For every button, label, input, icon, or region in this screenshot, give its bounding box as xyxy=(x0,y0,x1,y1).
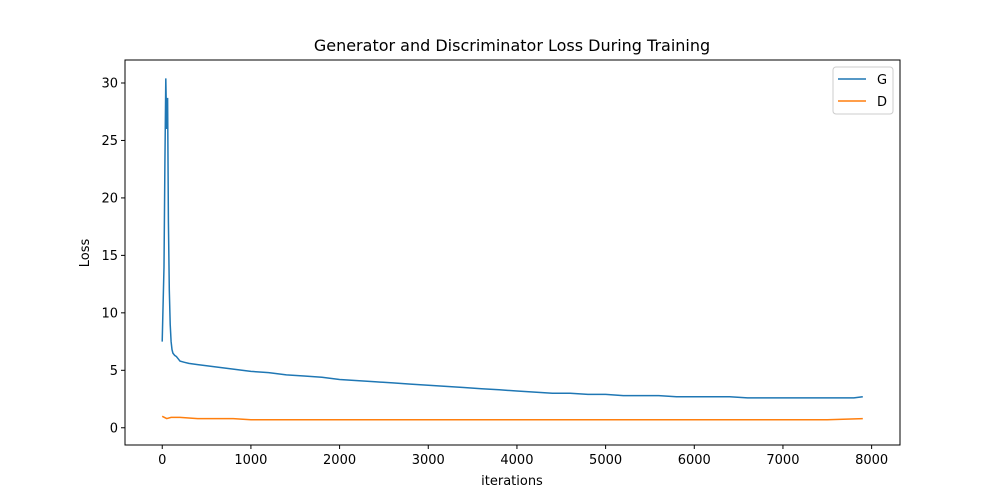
series-line-G xyxy=(161,78,863,399)
y-tick-label: 20 xyxy=(101,191,118,206)
series-layer xyxy=(161,78,863,421)
x-axis: 0 1000 2000 3000 4000 5000 6000 7000 8000 xyxy=(158,445,888,468)
x-tick-label: 5000 xyxy=(589,453,622,468)
x-tick-label: 2000 xyxy=(323,453,356,468)
y-tick-label: 0 xyxy=(110,421,118,436)
legend-label-G: G xyxy=(877,73,887,88)
x-tick-label: 7000 xyxy=(766,453,799,468)
series-line-D xyxy=(161,415,863,421)
y-axis: 0 5 10 15 20 25 30 xyxy=(101,76,125,436)
x-axis-label: iterations xyxy=(481,474,543,489)
y-tick-label: 25 xyxy=(101,134,118,149)
y-tick-label: 5 xyxy=(110,364,118,379)
x-tick-label: 8000 xyxy=(855,453,888,468)
y-tick-label: 15 xyxy=(101,249,118,264)
chart-title: Generator and Discriminator Loss During … xyxy=(314,36,710,55)
x-tick-label: 1000 xyxy=(234,453,267,468)
x-tick-label: 4000 xyxy=(500,453,533,468)
legend-label-D: D xyxy=(877,95,887,110)
x-tick-label: 3000 xyxy=(412,453,445,468)
y-tick-label: 30 xyxy=(101,76,118,91)
y-axis-label: Loss xyxy=(78,239,93,268)
legend: GD xyxy=(832,66,894,115)
x-tick-label: 6000 xyxy=(678,453,711,468)
y-tick-label: 10 xyxy=(101,306,118,321)
x-tick-label: 0 xyxy=(158,453,166,468)
plot-frame xyxy=(124,59,901,446)
